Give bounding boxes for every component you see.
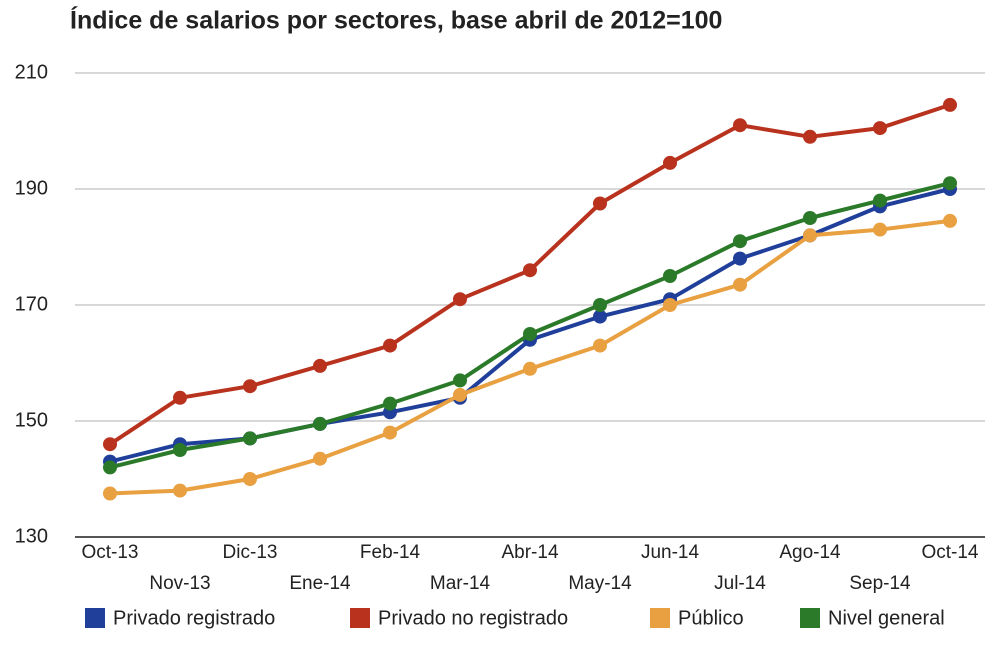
data-point (523, 263, 537, 278)
data-point (733, 234, 747, 249)
data-point (453, 387, 467, 402)
data-point (943, 176, 957, 191)
data-point (383, 338, 397, 353)
data-point (103, 486, 117, 501)
data-point (593, 309, 607, 324)
legend-swatch (85, 608, 105, 628)
legend-swatch (800, 608, 820, 628)
x-tick-label: Abr-14 (501, 542, 558, 563)
data-point (593, 298, 607, 312)
chart-title: Índice de salarios por sectores, base ab… (70, 6, 722, 35)
x-tick-label: Dic-13 (223, 542, 278, 563)
legend-label: Privado registrado (113, 607, 275, 629)
legend-swatch (350, 608, 370, 628)
data-point (943, 97, 957, 112)
y-tick-label: 170 (15, 293, 48, 315)
data-point (313, 451, 327, 466)
x-tick-label: May-14 (568, 573, 632, 594)
x-tick-label: Ene-14 (289, 573, 351, 594)
data-point (383, 396, 397, 411)
data-point (173, 443, 187, 457)
y-tick-label: 210 (15, 61, 48, 83)
data-point (453, 292, 467, 307)
data-point (733, 118, 747, 133)
data-point (873, 193, 887, 208)
x-tick-label: Nov-13 (149, 573, 210, 594)
y-tick-label: 130 (15, 525, 48, 547)
data-point (733, 277, 747, 292)
series-line (109, 181, 951, 470)
data-point (803, 129, 817, 144)
data-point (103, 437, 117, 452)
data-point (663, 269, 677, 283)
legend-label: Privado no registrado (378, 607, 568, 629)
x-tick-label: Ago-14 (779, 542, 841, 563)
data-point (173, 483, 187, 498)
data-point (103, 460, 117, 475)
data-point (313, 358, 327, 373)
legend-label: Nivel general (828, 607, 945, 629)
data-point (383, 425, 397, 440)
legend-label: Público (678, 607, 744, 629)
data-point (873, 222, 887, 237)
data-point (873, 121, 887, 136)
data-point (593, 338, 607, 353)
x-tick-label: Sep-14 (849, 573, 911, 594)
data-point (243, 472, 257, 486)
legend-swatch (650, 608, 670, 628)
y-tick-label: 190 (15, 177, 48, 199)
data-point (243, 431, 257, 446)
series-line (109, 218, 951, 496)
x-tick-label: Oct-13 (81, 542, 138, 563)
data-point (803, 228, 817, 243)
x-tick-label: Jul-14 (714, 573, 766, 594)
data-point (733, 251, 747, 266)
data-point (523, 361, 537, 376)
data-point (663, 155, 677, 170)
data-point (593, 196, 607, 211)
x-tick-label: Jun-14 (641, 542, 700, 563)
data-point (943, 213, 957, 228)
x-tick-label: Oct-14 (921, 542, 978, 563)
data-point (523, 327, 537, 341)
data-point (803, 211, 817, 225)
data-point (173, 390, 187, 405)
x-tick-label: Mar-14 (430, 573, 491, 594)
y-tick-label: 150 (15, 409, 48, 431)
x-tick-label: Feb-14 (360, 542, 421, 563)
data-point (453, 373, 467, 388)
data-point (313, 416, 327, 431)
data-point (663, 298, 677, 312)
data-point (243, 379, 257, 394)
